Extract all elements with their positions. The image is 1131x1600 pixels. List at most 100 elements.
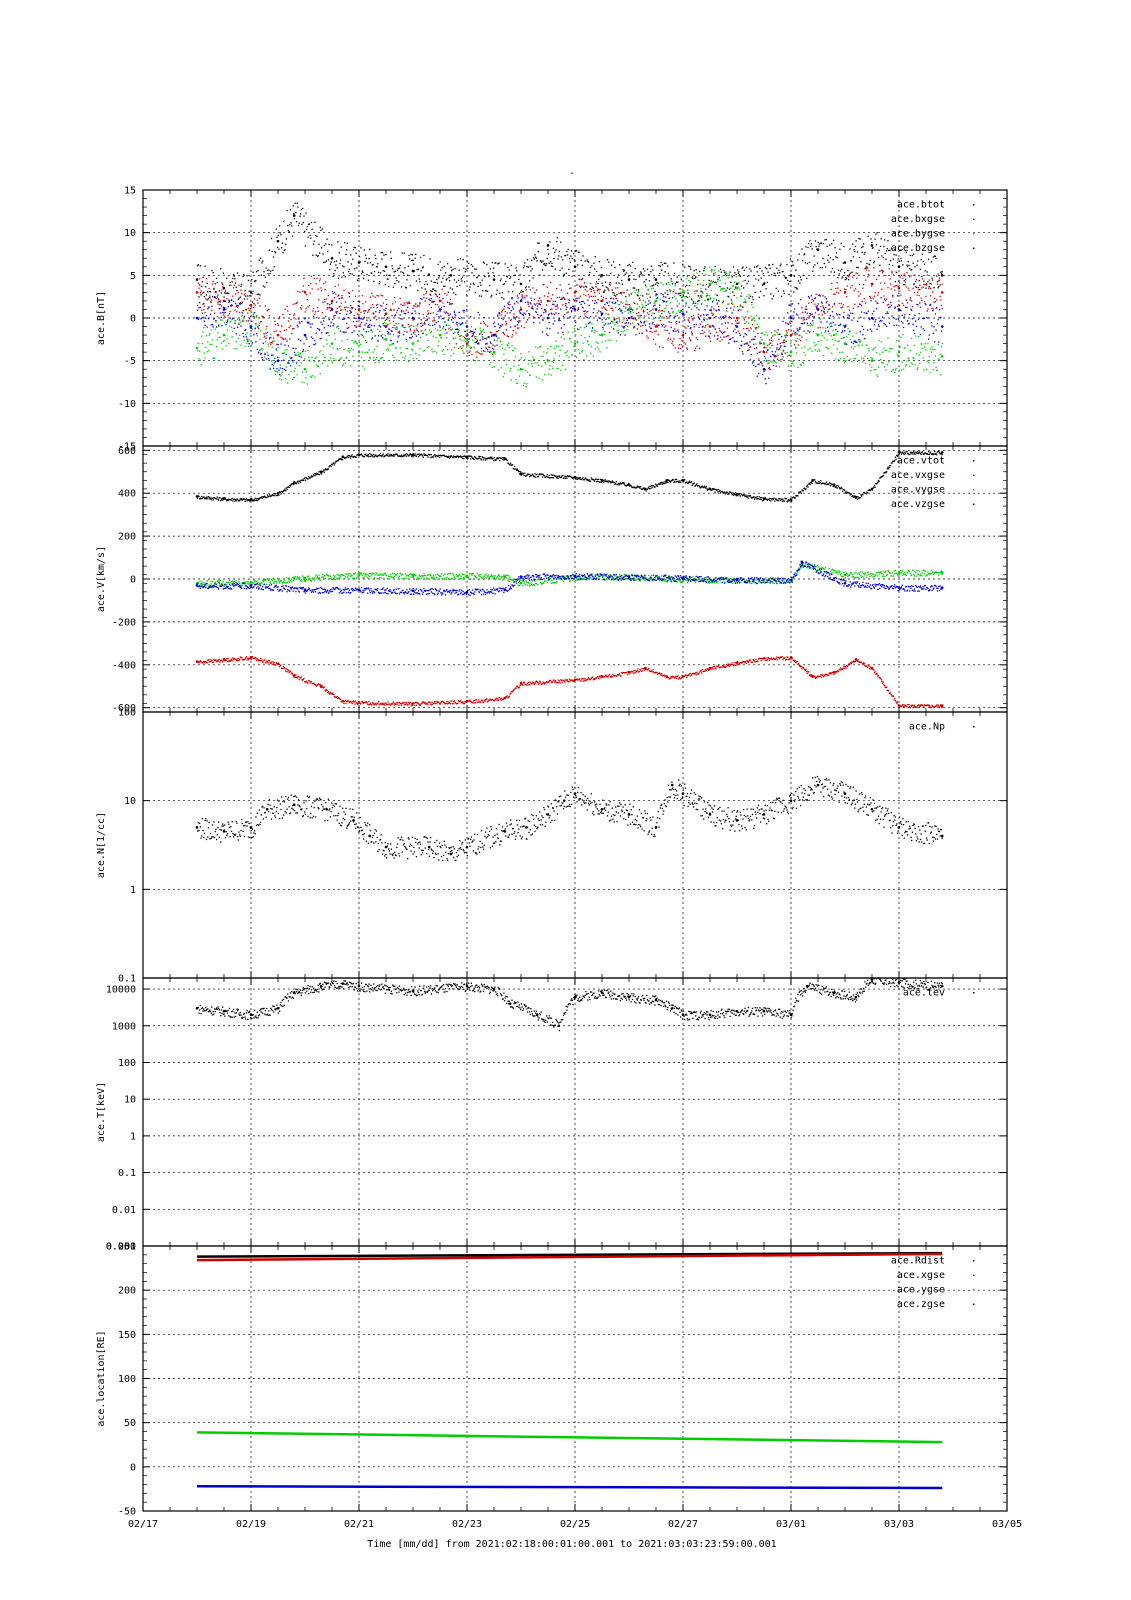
data-point xyxy=(699,315,701,317)
data-point xyxy=(547,334,549,337)
data-point xyxy=(262,359,265,362)
data-point xyxy=(802,319,804,321)
data-point xyxy=(444,345,447,348)
data-point xyxy=(746,282,748,285)
data-point xyxy=(493,321,496,323)
data-point xyxy=(582,307,584,309)
data-point xyxy=(833,333,836,336)
data-point xyxy=(386,317,388,319)
data-point xyxy=(474,338,477,340)
data-point xyxy=(923,329,926,332)
data-point xyxy=(600,334,602,336)
data-point xyxy=(392,326,394,329)
data-point xyxy=(405,309,407,311)
data-point xyxy=(718,276,720,279)
data-point xyxy=(453,311,456,314)
data-point xyxy=(495,293,498,295)
data-point xyxy=(888,351,890,353)
data-point xyxy=(670,326,672,328)
data-point xyxy=(627,265,629,267)
data-point xyxy=(698,270,701,273)
data-point xyxy=(929,304,931,306)
data-point xyxy=(526,295,528,297)
data-point xyxy=(390,308,392,310)
data-point xyxy=(466,333,468,335)
data-point xyxy=(442,326,445,328)
data-point xyxy=(808,261,811,264)
data-point xyxy=(562,315,565,317)
data-point xyxy=(898,304,900,306)
data-point xyxy=(215,297,218,300)
data-point xyxy=(327,324,330,327)
data-point xyxy=(654,317,657,319)
data-point xyxy=(718,327,720,330)
data-point xyxy=(671,311,674,314)
data-point xyxy=(779,342,781,345)
data-point xyxy=(230,320,232,322)
data-point xyxy=(907,287,909,289)
data-point xyxy=(686,289,689,292)
data-point xyxy=(214,283,216,285)
data-point xyxy=(854,341,857,343)
data-point xyxy=(206,282,208,285)
data-point xyxy=(677,329,679,331)
data-point xyxy=(308,321,310,323)
data-point xyxy=(224,497,227,499)
data-point xyxy=(675,321,677,323)
data-point xyxy=(891,272,893,274)
data-point xyxy=(404,286,407,289)
data-point xyxy=(834,339,836,341)
data-point xyxy=(853,249,855,251)
data-point xyxy=(227,319,229,321)
data-point xyxy=(416,305,418,308)
data-point xyxy=(741,267,743,269)
data-point xyxy=(648,273,650,276)
data-point xyxy=(440,337,442,339)
data-point xyxy=(200,498,202,500)
data-point xyxy=(822,307,825,309)
data-point xyxy=(613,318,615,321)
data-point xyxy=(874,346,876,349)
data-point xyxy=(523,312,525,314)
data-point xyxy=(292,214,296,217)
data-point xyxy=(908,264,910,267)
data-point xyxy=(377,263,379,265)
data-point xyxy=(799,334,801,336)
data-point xyxy=(622,331,624,333)
data-point xyxy=(488,351,491,354)
data-point xyxy=(341,340,343,342)
data-point xyxy=(384,312,388,316)
data-point xyxy=(734,325,737,327)
data-point xyxy=(861,300,863,303)
data-point xyxy=(748,349,750,351)
data-point xyxy=(640,325,642,327)
data-point xyxy=(432,351,434,353)
data-point xyxy=(260,257,262,259)
data-point xyxy=(700,333,702,335)
data-point xyxy=(722,288,724,290)
data-point xyxy=(377,271,380,274)
data-point xyxy=(379,325,381,327)
data-point xyxy=(545,311,547,313)
data-point xyxy=(776,349,778,351)
data-point xyxy=(476,276,479,278)
data-point xyxy=(202,496,204,499)
data-point xyxy=(213,357,215,359)
data-point xyxy=(375,318,378,321)
data-point xyxy=(553,258,555,260)
data-point xyxy=(783,338,785,341)
data-point xyxy=(769,342,771,344)
data-point xyxy=(265,267,267,269)
data-point xyxy=(437,310,439,312)
data-point xyxy=(575,356,577,358)
data-point xyxy=(611,301,613,303)
data-point xyxy=(906,264,908,266)
data-point xyxy=(400,318,402,320)
data-point xyxy=(267,273,269,275)
data-point xyxy=(345,331,347,333)
data-point xyxy=(582,255,584,257)
data-point xyxy=(675,320,678,323)
data-point xyxy=(416,325,418,327)
data-point xyxy=(930,348,932,350)
data-point xyxy=(199,301,201,304)
